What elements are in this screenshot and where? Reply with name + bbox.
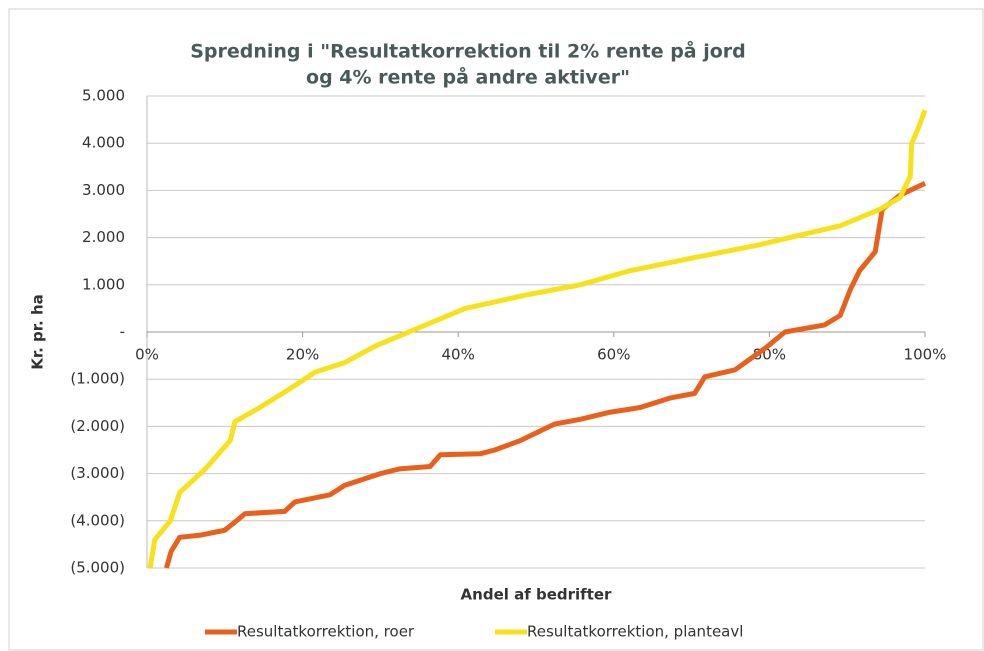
y-tick-label: 3.000	[82, 181, 125, 199]
y-tick-label: 1.000	[82, 275, 125, 293]
legend-label: Resultatkorrektion, roer	[237, 623, 415, 641]
series-line	[164, 181, 927, 569]
y-tick-label: -	[120, 323, 125, 341]
chart-frame	[8, 8, 984, 651]
x-tick-label: 100%	[904, 346, 947, 364]
y-tick-label: (3.000)	[70, 464, 125, 482]
y-axis-title: Kr. pr. ha	[29, 294, 47, 370]
y-tick-label: 4.000	[82, 134, 125, 152]
y-tick-label: (2.000)	[70, 417, 125, 435]
x-axis-title: Andel af bedrifter	[461, 586, 612, 604]
y-tick-label: 5.000	[82, 87, 125, 105]
y-tick-label: 2.000	[82, 228, 125, 246]
series-line	[147, 109, 928, 569]
y-tick-label: (5.000)	[70, 559, 125, 577]
y-tick-label: (1.000)	[70, 370, 125, 388]
chart-title: og 4% rente på andre aktiver"	[306, 65, 630, 89]
chart-title: Spredning i "Resultatkorrektion til 2% r…	[190, 39, 746, 63]
x-tick-label: 60%	[597, 346, 630, 364]
y-tick-label: (4.000)	[70, 511, 125, 529]
x-tick-label: 40%	[442, 346, 475, 364]
x-tick-label: 20%	[286, 346, 319, 364]
legend-label: Resultatkorrektion, planteavl	[527, 623, 743, 641]
x-tick-label: 0%	[135, 346, 159, 364]
